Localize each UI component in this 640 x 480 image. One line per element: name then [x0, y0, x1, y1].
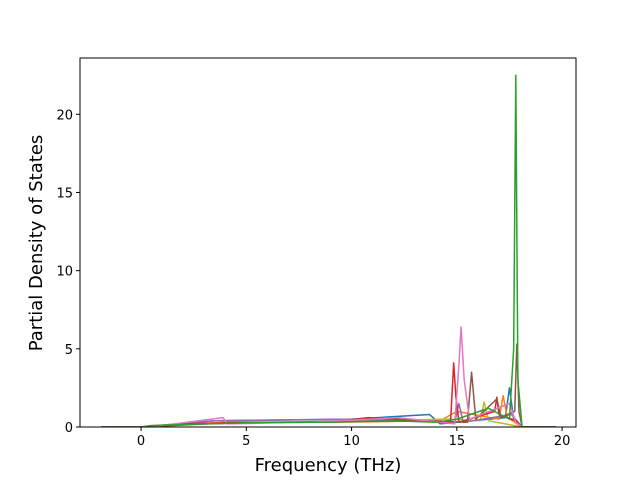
y-tick-label: 5 [65, 343, 73, 358]
x-axis-label: Frequency (THz) [255, 455, 402, 476]
x-tick-label: 15 [449, 434, 466, 449]
x-tick-label: 0 [137, 434, 145, 449]
y-tick-label: 0 [65, 421, 73, 436]
axes-frame [79, 57, 577, 428]
dos-line [101, 74, 556, 427]
x-tick-label: 10 [343, 434, 360, 449]
y-tick-label: 20 [56, 108, 73, 123]
y-axis-label: Partial Density of States [26, 135, 47, 352]
y-tick-label: 15 [56, 186, 73, 201]
x-tick-label: 5 [242, 434, 250, 449]
dos-line [101, 326, 556, 427]
x-tick-label: 20 [554, 434, 571, 449]
y-tick-label: 10 [56, 265, 73, 280]
dos-line [101, 401, 556, 427]
plot-area [101, 74, 556, 427]
